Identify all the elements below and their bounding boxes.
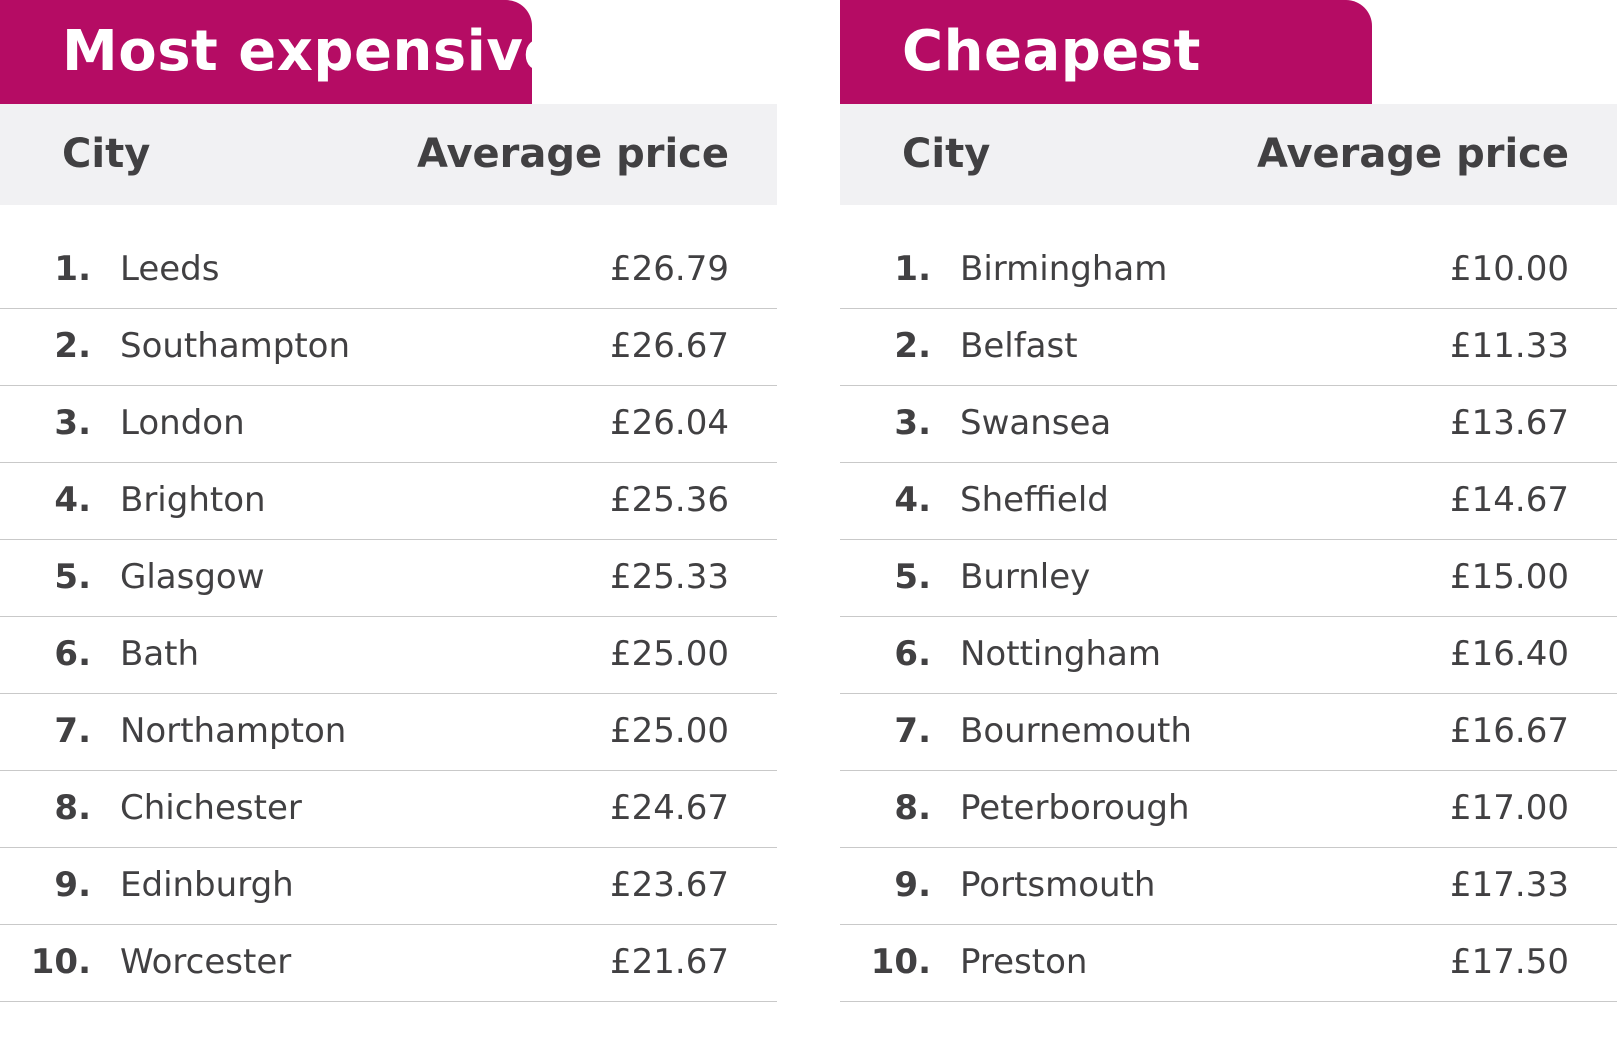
table-row: 8. Peterborough £17.00 xyxy=(840,771,1617,848)
row-rank: 3. xyxy=(54,403,91,443)
row-average-price: £26.67 xyxy=(610,326,729,366)
row-city: Edinburgh xyxy=(120,865,294,905)
table-row: 5. Burnley £15.00 xyxy=(840,540,1617,617)
table-row: 3. Swansea £13.67 xyxy=(840,386,1617,463)
table-row: 3. London £26.04 xyxy=(0,386,777,463)
row-rank: 6. xyxy=(54,634,91,674)
row-average-price: £21.67 xyxy=(610,942,729,982)
table-row: 6. Bath £25.00 xyxy=(0,617,777,694)
row-rank: 5. xyxy=(54,557,91,597)
table-row: 5. Glasgow £25.33 xyxy=(0,540,777,617)
row-rank: 10. xyxy=(30,942,91,982)
cheapest-table: Cheapest City Average price 1. Birmingham… xyxy=(840,0,1617,1064)
row-average-price: £15.00 xyxy=(1450,557,1569,597)
table-title: Cheapest xyxy=(840,0,1372,104)
row-average-price: £25.33 xyxy=(610,557,729,597)
row-city: Portsmouth xyxy=(960,865,1156,905)
row-rank: 7. xyxy=(54,711,91,751)
row-city: Bournemouth xyxy=(960,711,1192,751)
row-city: Northampton xyxy=(120,711,347,751)
column-header-average-price: Average price xyxy=(1256,131,1569,177)
row-rank: 4. xyxy=(894,480,931,520)
row-city: Burnley xyxy=(960,557,1091,597)
row-average-price: £25.36 xyxy=(610,480,729,520)
row-city: Southampton xyxy=(120,326,351,366)
row-rank: 7. xyxy=(894,711,931,751)
row-rank: 1. xyxy=(54,249,91,289)
row-city: Preston xyxy=(960,942,1088,982)
row-city: Leeds xyxy=(120,249,220,289)
row-city: Glasgow xyxy=(120,557,265,597)
row-city: Birmingham xyxy=(960,249,1168,289)
most-expensive-table: Most expensive City Average price 1. Leed… xyxy=(0,0,777,1064)
table-title: Most expensive xyxy=(0,0,561,104)
table-row: 10. Preston £17.50 xyxy=(840,925,1617,1002)
row-city: Peterborough xyxy=(960,788,1190,828)
table-body: 1. Leeds £26.79 2. Southampton £26.67 3. London… xyxy=(0,232,777,1002)
row-rank: 9. xyxy=(894,865,931,905)
row-city: Swansea xyxy=(960,403,1112,443)
table-row: 2. Southampton £26.67 xyxy=(0,309,777,386)
row-average-price: £23.67 xyxy=(610,865,729,905)
row-city: Nottingham xyxy=(960,634,1161,674)
table-row: 6. Nottingham £16.40 xyxy=(840,617,1617,694)
row-average-price: £24.67 xyxy=(610,788,729,828)
row-average-price: £16.40 xyxy=(1450,634,1569,674)
row-rank: 3. xyxy=(894,403,931,443)
column-header-average-price: Average price xyxy=(416,131,729,177)
row-rank: 5. xyxy=(894,557,931,597)
row-city: Sheffield xyxy=(960,480,1109,520)
row-rank: 10. xyxy=(870,942,931,982)
row-city: Bath xyxy=(120,634,200,674)
row-city: Belfast xyxy=(960,326,1078,366)
table-row: 4. Brighton £25.36 xyxy=(0,463,777,540)
row-rank: 4. xyxy=(54,480,91,520)
table-row: 7. Bournemouth £16.67 xyxy=(840,694,1617,771)
table-row: 4. Sheffield £14.67 xyxy=(840,463,1617,540)
row-city: London xyxy=(120,403,245,443)
row-average-price: £25.00 xyxy=(610,711,729,751)
table-row: 9. Portsmouth £17.33 xyxy=(840,848,1617,925)
table-row: 7. Northampton £25.00 xyxy=(0,694,777,771)
row-average-price: £17.50 xyxy=(1450,942,1569,982)
row-average-price: £26.04 xyxy=(610,403,729,443)
row-average-price: £16.67 xyxy=(1450,711,1569,751)
column-header-city: City xyxy=(902,131,991,177)
row-average-price: £17.33 xyxy=(1450,865,1569,905)
row-rank: 1. xyxy=(894,249,931,289)
row-average-price: £10.00 xyxy=(1450,249,1569,289)
row-city: Brighton xyxy=(120,480,266,520)
row-rank: 8. xyxy=(894,788,931,828)
row-rank: 8. xyxy=(54,788,91,828)
row-rank: 9. xyxy=(54,865,91,905)
row-city: Chichester xyxy=(120,788,302,828)
column-header-city: City xyxy=(62,131,151,177)
table-header-row: City Average price xyxy=(0,104,777,205)
table-row: 9. Edinburgh £23.67 xyxy=(0,848,777,925)
row-average-price: £26.79 xyxy=(610,249,729,289)
row-average-price: £17.00 xyxy=(1450,788,1569,828)
row-average-price: £25.00 xyxy=(610,634,729,674)
row-rank: 2. xyxy=(894,326,931,366)
row-rank: 2. xyxy=(54,326,91,366)
row-average-price: £14.67 xyxy=(1450,480,1569,520)
row-city: Worcester xyxy=(120,942,292,982)
row-rank: 6. xyxy=(894,634,931,674)
table-header-row: City Average price xyxy=(840,104,1617,205)
row-average-price: £11.33 xyxy=(1450,326,1569,366)
table-row: 1. Leeds £26.79 xyxy=(0,232,777,309)
row-average-price: £13.67 xyxy=(1450,403,1569,443)
table-body: 1. Birmingham £10.00 2. Belfast £11.33 3. Swans… xyxy=(840,232,1617,1002)
table-row: 8. Chichester £24.67 xyxy=(0,771,777,848)
table-row: 1. Birmingham £10.00 xyxy=(840,232,1617,309)
table-row: 2. Belfast £11.33 xyxy=(840,309,1617,386)
table-row: 10. Worcester £21.67 xyxy=(0,925,777,1002)
